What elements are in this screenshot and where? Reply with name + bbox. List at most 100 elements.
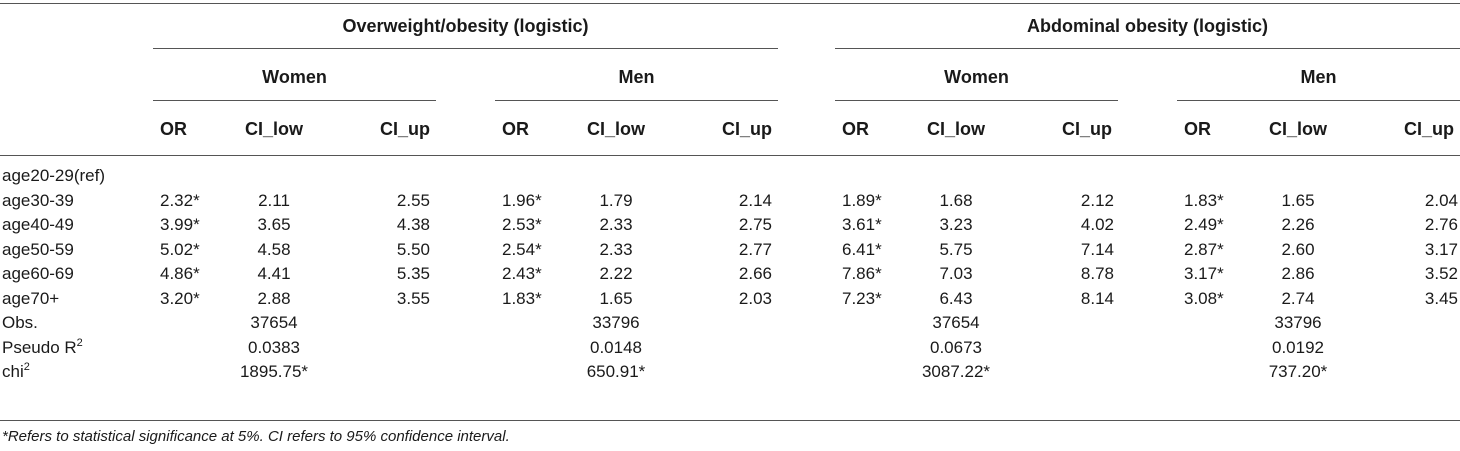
cell-ci-up: 8.14 xyxy=(1080,289,1114,308)
stat-label-text: chi xyxy=(2,362,24,381)
group-header-abdominal: Abdominal obesity (logistic) xyxy=(1026,16,1268,36)
stat-value: 33796 xyxy=(1274,313,1322,332)
cell-ci-up: 2.14 xyxy=(738,191,772,210)
stat-value: 650.91* xyxy=(586,362,646,381)
cell-ci-up: 8.78 xyxy=(1080,264,1114,283)
cell-or: 1.83* xyxy=(1184,191,1224,210)
cell-ci-low: 2.33 xyxy=(599,240,633,259)
cell-ci-up: 3.52 xyxy=(1424,264,1458,283)
sex-rule-ab-men xyxy=(1177,100,1460,101)
cell-ci-low: 6.43 xyxy=(939,289,973,308)
col-header-ci-low: CI_low xyxy=(244,119,303,139)
footnote: *Refers to statistical significance at 5… xyxy=(2,428,510,445)
cell-or: 2.53* xyxy=(502,215,542,234)
cell-ci-low: 1.68 xyxy=(939,191,973,210)
cell-or: 6.41* xyxy=(842,240,882,259)
sex-header-ab-women: Women xyxy=(944,67,1009,87)
stat-value: 0.0192 xyxy=(1272,338,1324,357)
sex-header-ab-men: Men xyxy=(1300,67,1337,87)
cell-ci-low: 1.65 xyxy=(599,289,633,308)
cell-ci-low: 2.74 xyxy=(1281,289,1315,308)
cell-ci-low: 4.58 xyxy=(257,240,291,259)
stat-label: chi2 xyxy=(2,362,30,382)
stat-value: 0.0148 xyxy=(590,338,642,357)
sex-header-ow-men: Men xyxy=(618,67,655,87)
cell-ci-up: 2.12 xyxy=(1080,191,1114,210)
cell-or: 7.86* xyxy=(842,264,882,283)
cell-ci-up: 5.35 xyxy=(396,264,430,283)
stat-label-text: Obs. xyxy=(2,313,38,332)
cell-ci-up: 2.76 xyxy=(1424,215,1458,234)
col-header-ci-low: CI_low xyxy=(926,119,985,139)
cell-ci-up: 7.14 xyxy=(1080,240,1114,259)
cell-ci-up: 2.77 xyxy=(738,240,772,259)
col-header-ci-low: CI_low xyxy=(1268,119,1327,139)
cell-ci-low: 2.22 xyxy=(599,264,633,283)
cell-or: 3.20* xyxy=(160,289,200,308)
cell-ci-low: 1.79 xyxy=(599,191,633,210)
stat-value: 37654 xyxy=(250,313,298,332)
cell-ci-low: 4.41 xyxy=(257,264,291,283)
cell-or: 3.61* xyxy=(842,215,882,234)
cell-ci-low: 2.88 xyxy=(257,289,291,308)
stat-value: 1895.75* xyxy=(239,362,309,381)
cell-ci-up: 5.50 xyxy=(396,240,430,259)
col-header-ci-up: CI_up xyxy=(380,119,431,139)
cell-ci-low: 2.60 xyxy=(1281,240,1315,259)
col-header-or: OR xyxy=(1184,119,1211,139)
cell-ci-up: 2.75 xyxy=(738,215,772,234)
cell-ci-up: 2.55 xyxy=(396,191,430,210)
sex-rule-ab-women xyxy=(835,100,1118,101)
cell-or: 3.99* xyxy=(160,215,200,234)
stat-value: 0.0383 xyxy=(248,338,300,357)
stat-label-text: Pseudo R xyxy=(2,338,77,357)
cell-or: 1.96* xyxy=(502,191,542,210)
sex-rule-ow-women xyxy=(153,100,436,101)
stat-label: Pseudo R2 xyxy=(2,338,83,358)
stat-value: 37654 xyxy=(932,313,980,332)
row-label: age20-29(ref) xyxy=(2,166,106,185)
col-header-ci-up: CI_up xyxy=(1062,119,1113,139)
col-header-ci-up: CI_up xyxy=(722,119,773,139)
cell-or: 2.32* xyxy=(160,191,200,210)
cell-ci-low: 7.03 xyxy=(939,264,973,283)
row-label: age30-39 xyxy=(2,191,74,210)
cell-ci-low: 3.23 xyxy=(939,215,973,234)
cell-or: 1.83* xyxy=(502,289,542,308)
cell-ci-low: 2.33 xyxy=(599,215,633,234)
stat-value: 0.0673 xyxy=(930,338,982,357)
cell-ci-low: 2.86 xyxy=(1281,264,1315,283)
table-top-rule xyxy=(0,3,1460,4)
col-header-or: OR xyxy=(160,119,187,139)
cell-ci-low: 5.75 xyxy=(939,240,973,259)
cell-or: 4.86* xyxy=(160,264,200,283)
table-bottom-rule xyxy=(0,420,1460,421)
group-rule-abdominal xyxy=(835,48,1460,49)
cell-or: 3.17* xyxy=(1184,264,1224,283)
cell-or: 1.89* xyxy=(842,191,882,210)
cell-ci-up: 3.55 xyxy=(396,289,430,308)
cell-ci-up: 2.03 xyxy=(738,289,772,308)
header-bottom-rule xyxy=(0,155,1460,156)
col-header-or: OR xyxy=(842,119,869,139)
row-label: age60-69 xyxy=(2,264,74,283)
row-label: age50-59 xyxy=(2,240,74,259)
cell-ci-up: 4.38 xyxy=(396,215,430,234)
cell-ci-low: 3.65 xyxy=(257,215,291,234)
cell-or: 2.87* xyxy=(1184,240,1224,259)
stat-value: 737.20* xyxy=(1268,362,1328,381)
stat-label-superscript: 2 xyxy=(23,361,30,373)
cell-ci-low: 2.26 xyxy=(1281,215,1315,234)
cell-or: 2.54* xyxy=(502,240,542,259)
stat-label: Obs. xyxy=(2,313,38,333)
cell-or: 2.43* xyxy=(502,264,542,283)
group-rule-overweight xyxy=(153,48,778,49)
row-label: age40-49 xyxy=(2,215,74,234)
group-header-overweight: Overweight/obesity (logistic) xyxy=(342,16,589,36)
row-label: age70+ xyxy=(2,289,60,308)
cell-or: 7.23* xyxy=(842,289,882,308)
col-header-or: OR xyxy=(502,119,529,139)
cell-ci-low: 1.65 xyxy=(1281,191,1315,210)
cell-ci-up: 3.45 xyxy=(1424,289,1458,308)
cell-ci-low: 2.11 xyxy=(258,191,290,210)
